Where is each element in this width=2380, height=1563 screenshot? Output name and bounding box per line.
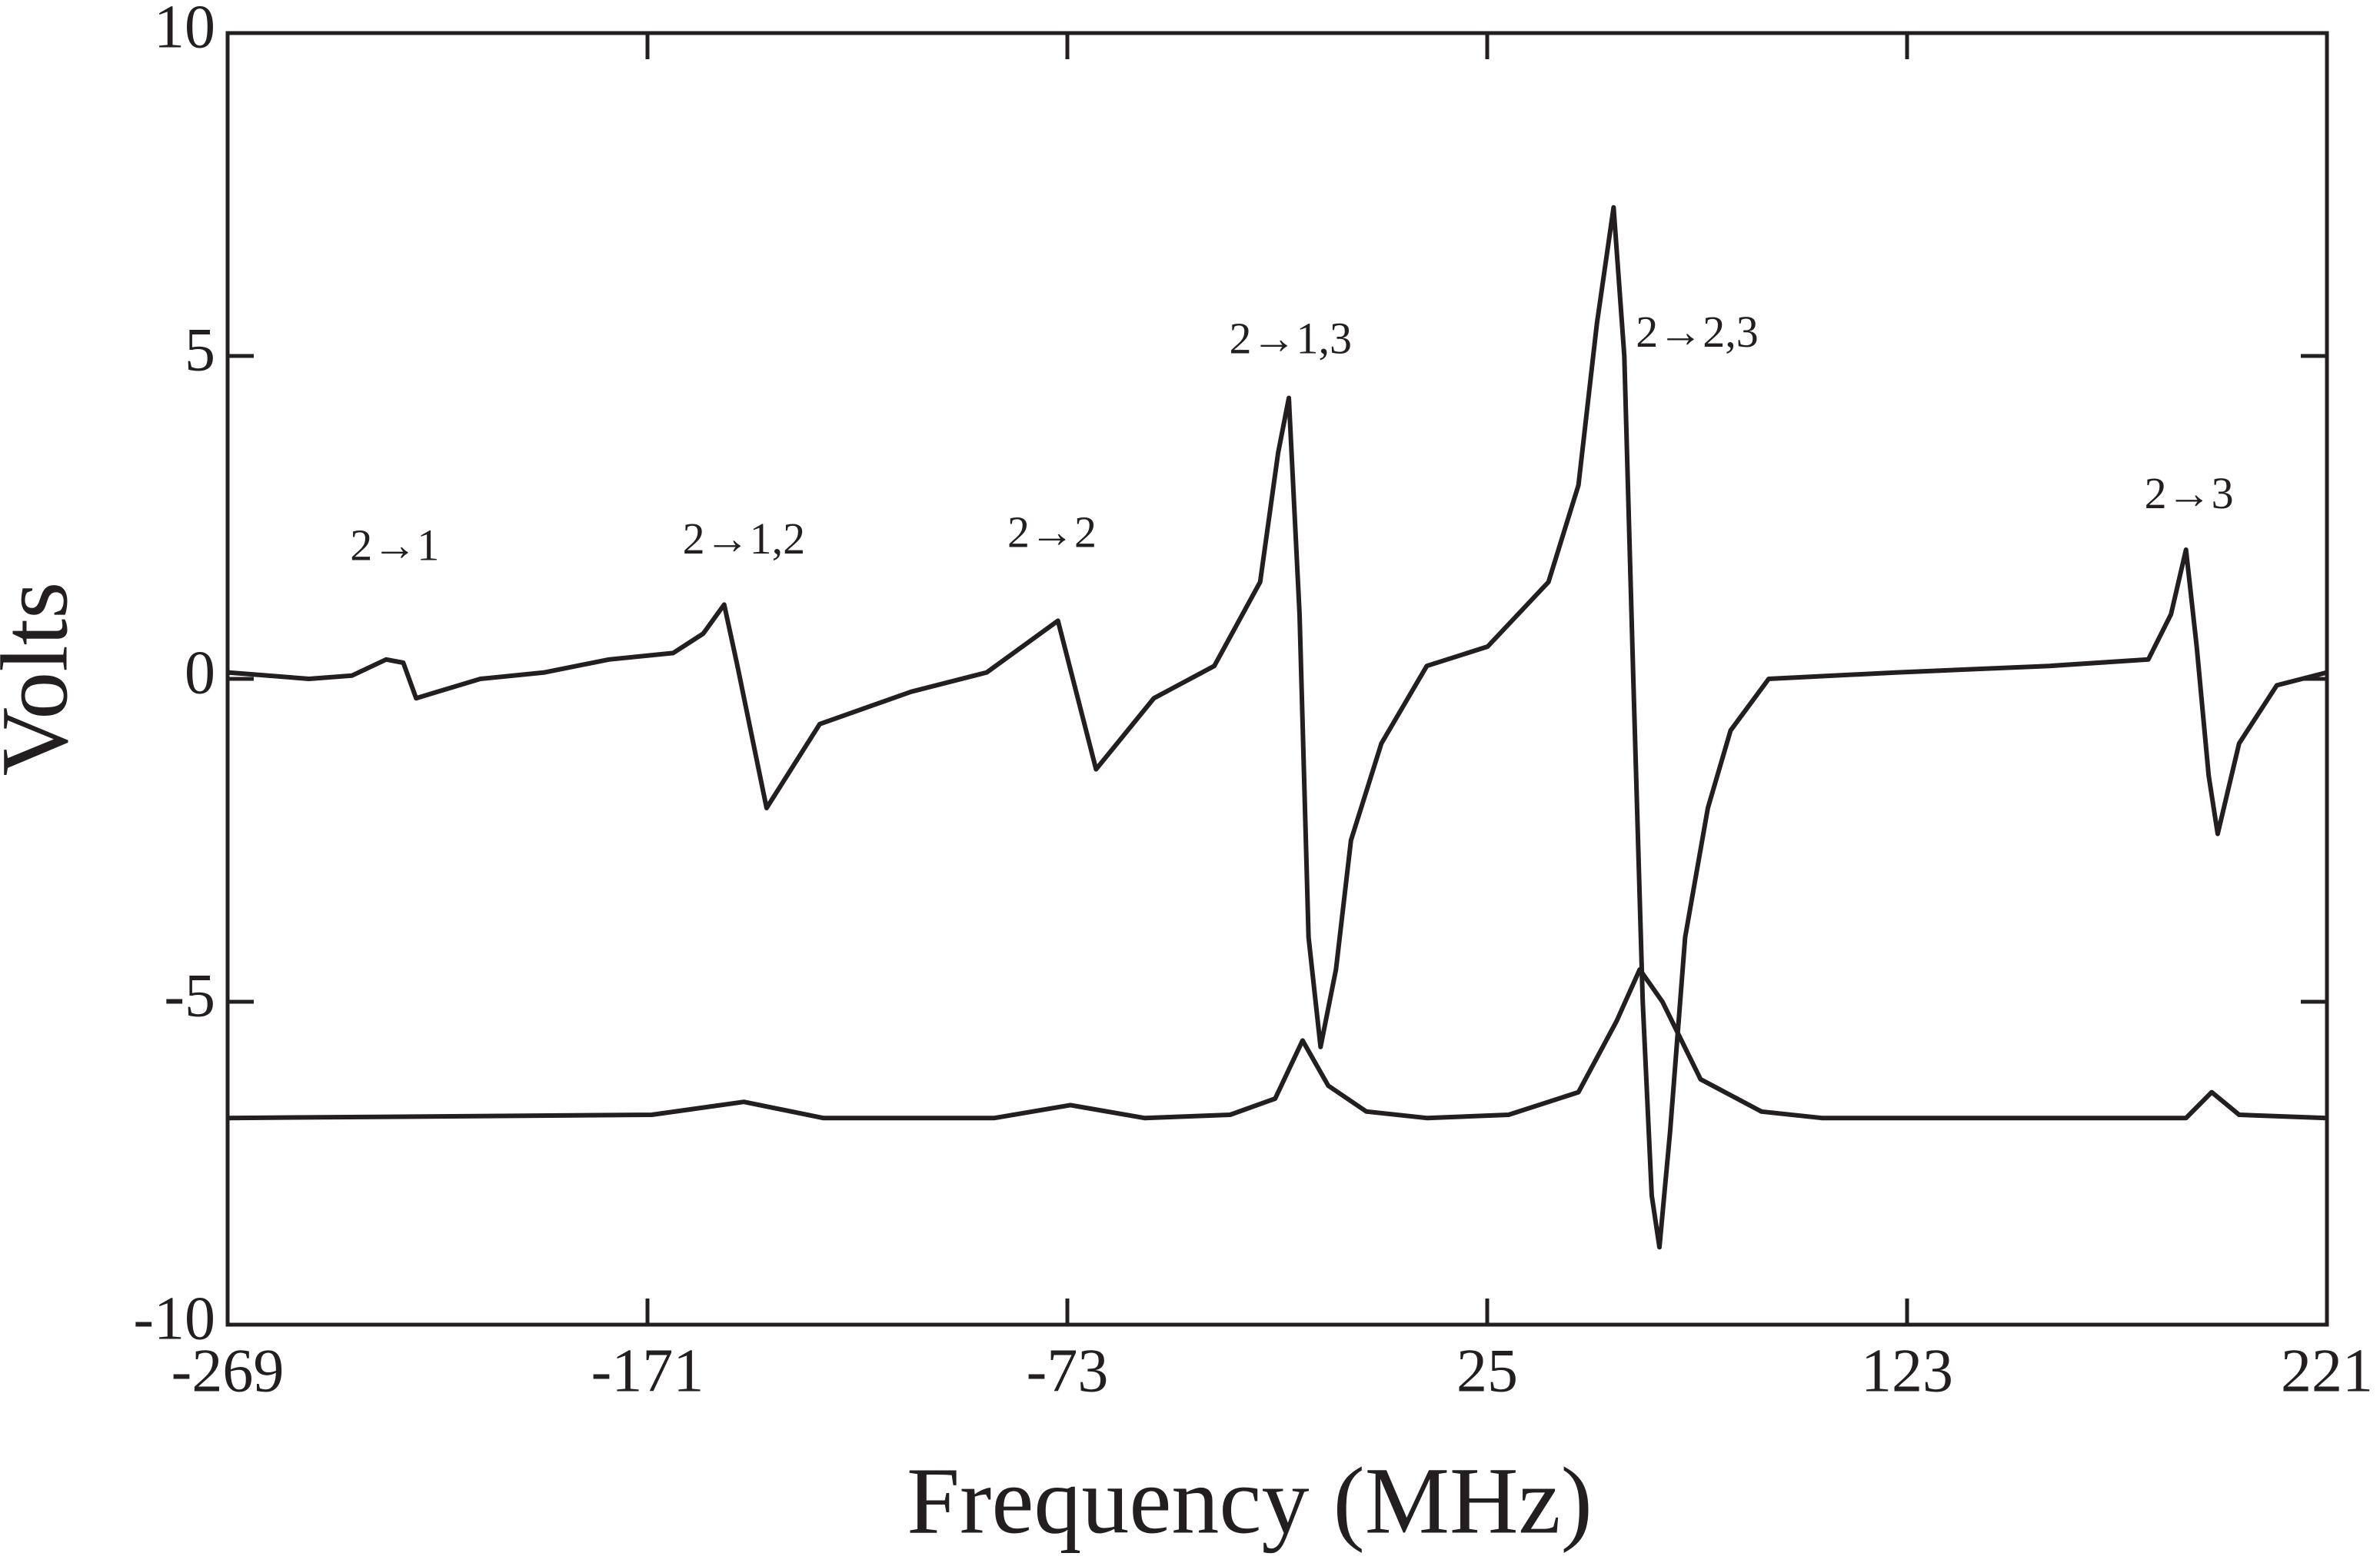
annotation: 2→1 bbox=[350, 520, 439, 570]
x-tick-label: -171 bbox=[591, 1337, 704, 1405]
data-line bbox=[227, 205, 2328, 1250]
data-line bbox=[227, 967, 2328, 1121]
plot-frame bbox=[225, 31, 2329, 1327]
annotation: 2→1,2 bbox=[683, 514, 806, 564]
x-tick-label: -269 bbox=[171, 1337, 285, 1405]
annotation: 2→1,3 bbox=[1230, 314, 1353, 364]
annotation: 2→2,3 bbox=[1636, 307, 1759, 357]
y-axis-label: Volts bbox=[0, 582, 87, 777]
annotation: 2→2 bbox=[1007, 507, 1097, 557]
x-tick-label: -73 bbox=[1027, 1337, 1109, 1405]
y-tick-label: 10 bbox=[154, 0, 215, 61]
x-axis-label: Frequency (MHz) bbox=[907, 1448, 1593, 1553]
x-tick-label: 123 bbox=[1861, 1337, 1953, 1405]
y-tick-label: 5 bbox=[185, 316, 215, 384]
y-tick-label: -5 bbox=[164, 962, 215, 1029]
y-tick-label: 0 bbox=[185, 639, 215, 707]
x-tick-label: 221 bbox=[2281, 1337, 2373, 1405]
annotation: 2→3 bbox=[2145, 468, 2234, 518]
y-tick-label: -10 bbox=[133, 1285, 215, 1352]
x-tick-label: 25 bbox=[1456, 1337, 1518, 1405]
